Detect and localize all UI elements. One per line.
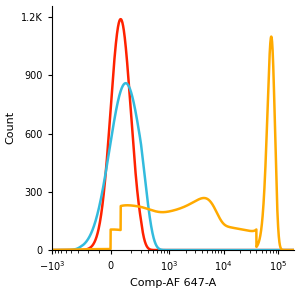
Y-axis label: Count: Count — [6, 111, 16, 144]
X-axis label: Comp-AF 647-A: Comp-AF 647-A — [130, 278, 216, 288]
